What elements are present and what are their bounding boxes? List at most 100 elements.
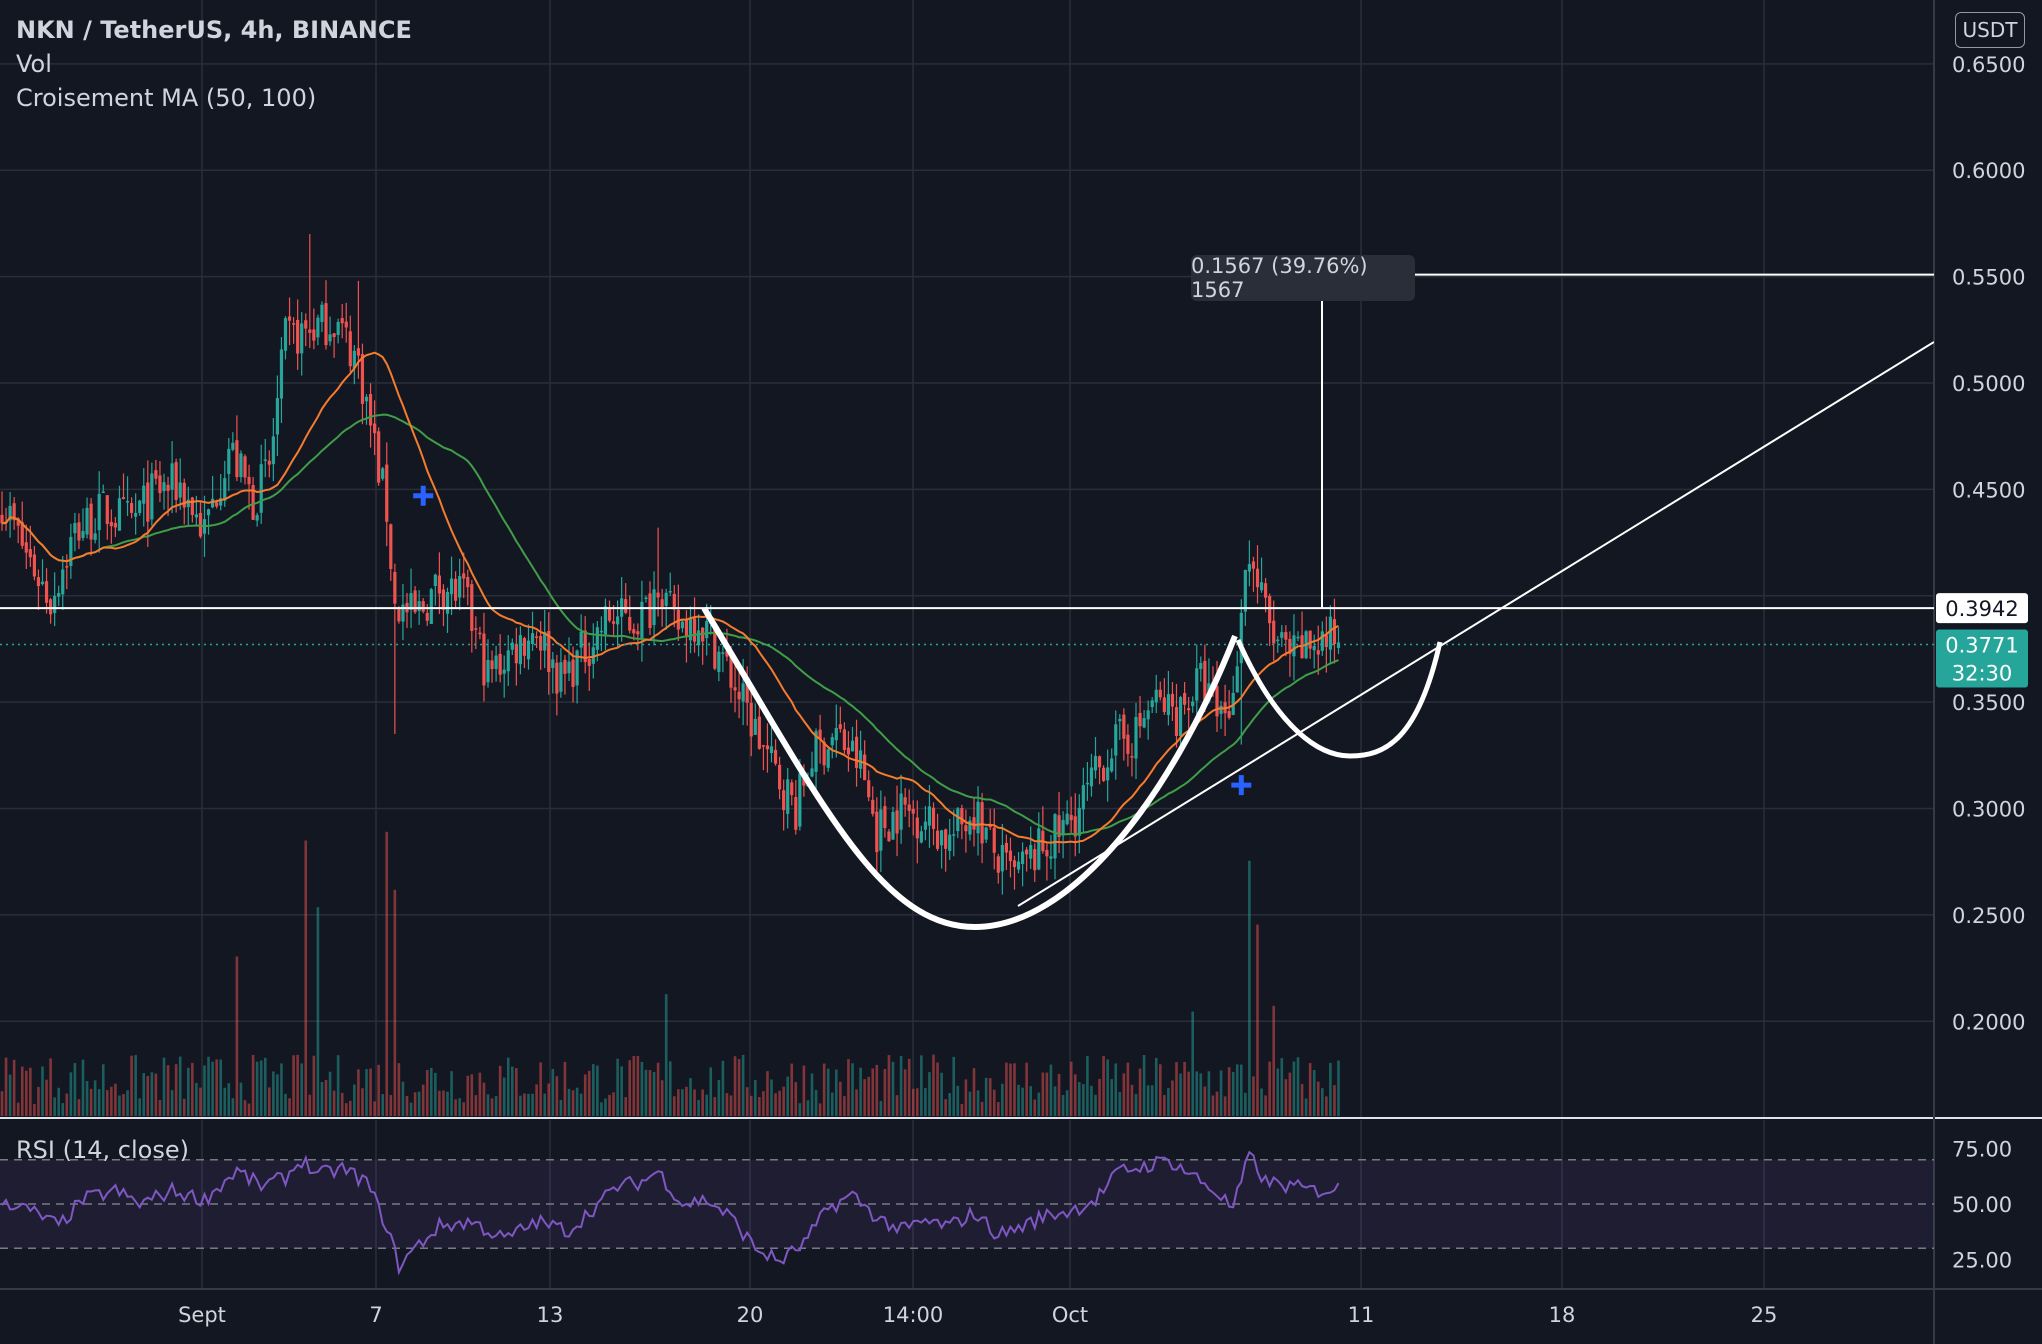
candle-body bbox=[944, 829, 948, 849]
volume-bar bbox=[790, 1063, 794, 1116]
volume-bar bbox=[673, 1096, 676, 1116]
volume-bar bbox=[211, 1061, 214, 1116]
candle-body bbox=[223, 478, 227, 501]
time-tick-label: 14:00 bbox=[883, 1303, 944, 1327]
candle-body bbox=[486, 660, 490, 683]
candle-body bbox=[1057, 815, 1061, 837]
candle-body bbox=[267, 460, 271, 465]
volume-bar bbox=[336, 1055, 340, 1116]
candle-body bbox=[854, 736, 859, 768]
candle-body bbox=[377, 431, 381, 483]
candle-body bbox=[656, 592, 660, 598]
volume-bar bbox=[462, 1102, 465, 1116]
candle-body bbox=[494, 655, 498, 669]
volume-bar bbox=[1134, 1094, 1138, 1116]
price-tick-label: 0.4500 bbox=[1952, 478, 2025, 502]
candle-body bbox=[462, 573, 466, 579]
volume-bar bbox=[774, 1093, 777, 1116]
volume-bar bbox=[219, 1059, 222, 1116]
candle-body bbox=[251, 485, 255, 520]
candle-body bbox=[231, 442, 235, 450]
candle-body bbox=[660, 599, 664, 608]
candle-body bbox=[498, 653, 502, 675]
volume-bar bbox=[8, 1074, 12, 1116]
volume-bar bbox=[786, 1076, 789, 1116]
candle-body bbox=[956, 808, 960, 832]
volume-bar bbox=[810, 1073, 814, 1116]
candle-body bbox=[1029, 845, 1033, 859]
volume-bar bbox=[122, 1094, 125, 1116]
rsi-legend[interactable]: RSI (14, close) bbox=[16, 1136, 189, 1164]
ma-cross-legend[interactable]: Croisement MA (50, 100) bbox=[16, 84, 317, 112]
volume-bar bbox=[644, 1069, 648, 1116]
candle-body bbox=[1033, 849, 1037, 871]
volume-bar bbox=[911, 1088, 915, 1116]
candle-body bbox=[482, 633, 486, 686]
volume-bar bbox=[725, 1093, 729, 1116]
candle-body bbox=[312, 329, 316, 341]
volume-bar bbox=[146, 1076, 150, 1116]
candle-body bbox=[1174, 707, 1179, 737]
currency-badge[interactable]: USDT bbox=[1955, 12, 2025, 48]
candle-body bbox=[1154, 689, 1158, 703]
volume-bar bbox=[434, 1072, 437, 1116]
volume-bar bbox=[737, 1059, 741, 1116]
candle-body bbox=[1085, 782, 1089, 785]
candle-body bbox=[1069, 814, 1073, 821]
candle-body bbox=[247, 476, 251, 485]
volume-bar bbox=[1102, 1055, 1105, 1116]
symbol-title[interactable]: NKN / TetherUS, 4h, BINANCE bbox=[16, 16, 412, 44]
candle-body bbox=[117, 498, 122, 531]
pattern-drawings[interactable] bbox=[0, 273, 1934, 931]
volume-bar bbox=[608, 1094, 611, 1116]
volume-bar bbox=[138, 1098, 141, 1116]
volume-bar bbox=[964, 1079, 968, 1116]
candle-body bbox=[745, 682, 749, 703]
volume-bar bbox=[1187, 1071, 1190, 1116]
candle-body bbox=[44, 581, 49, 603]
volume-bar bbox=[523, 1093, 526, 1116]
price-tick-label: 0.6000 bbox=[1952, 159, 2025, 183]
volume-bar bbox=[916, 1088, 919, 1116]
candle-body bbox=[1110, 758, 1114, 772]
volume-bar bbox=[944, 1099, 947, 1116]
price-tick-label: 0.5500 bbox=[1952, 266, 2025, 290]
volume-bar bbox=[693, 1089, 696, 1116]
volume-bar bbox=[1260, 1088, 1263, 1116]
volume-bar bbox=[879, 1100, 883, 1116]
candle-body bbox=[344, 321, 348, 328]
price-tick-label: 0.2000 bbox=[1952, 1010, 2025, 1034]
volume-bar bbox=[494, 1096, 498, 1116]
volume-bar bbox=[1244, 1092, 1247, 1116]
candle-body bbox=[1170, 693, 1175, 707]
volume-bar bbox=[1065, 1090, 1069, 1116]
volume-bar bbox=[579, 1093, 583, 1116]
volume-bar bbox=[316, 907, 320, 1116]
candle-body bbox=[749, 702, 753, 737]
candle-body bbox=[863, 754, 867, 781]
volume-bar bbox=[1264, 1095, 1267, 1116]
volume-bar bbox=[247, 1103, 251, 1116]
volume-bar bbox=[677, 1089, 680, 1116]
candle-body bbox=[283, 318, 288, 351]
candle-body bbox=[478, 632, 482, 635]
candle-body bbox=[891, 811, 895, 840]
candle-body bbox=[24, 542, 28, 553]
volume-legend[interactable]: Vol bbox=[16, 50, 52, 78]
candle-body bbox=[935, 830, 940, 849]
candle-body bbox=[401, 604, 405, 622]
volume-bar bbox=[65, 1093, 69, 1116]
candle-body bbox=[227, 448, 231, 474]
volume-bar bbox=[134, 1055, 137, 1116]
candle-body bbox=[826, 749, 830, 768]
candle-body bbox=[364, 396, 369, 402]
volume-bar bbox=[1207, 1071, 1211, 1116]
volume-bar bbox=[251, 1054, 255, 1116]
candle-body bbox=[640, 601, 644, 639]
volume-bar bbox=[705, 1094, 708, 1116]
candle-body bbox=[636, 631, 640, 635]
last-price-tag bbox=[1936, 629, 2028, 688]
volume-bar bbox=[794, 1082, 798, 1116]
candle-body bbox=[680, 621, 684, 629]
